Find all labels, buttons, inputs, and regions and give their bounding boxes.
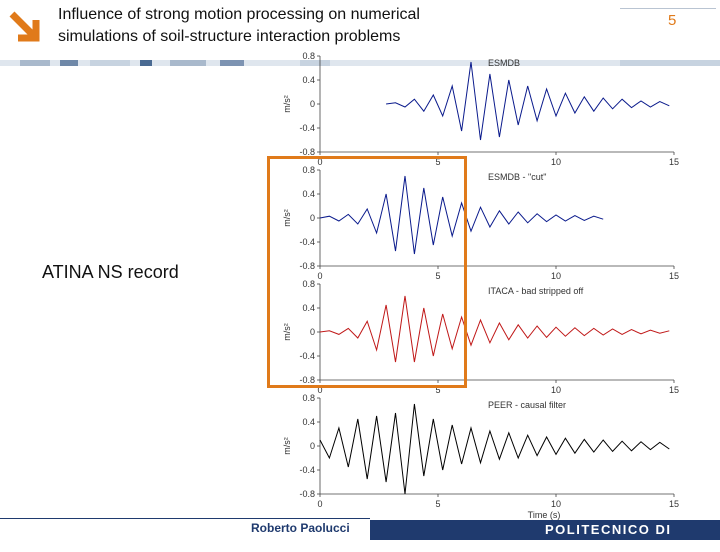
series-line-3 <box>319 403 670 495</box>
x-tick-label-3-2: 10 <box>551 499 561 509</box>
y-axis-label-1: m/s² <box>282 209 292 227</box>
y-tick-label-3-2: 0 <box>310 441 315 451</box>
y-tick-label-3-0: 0.8 <box>302 393 315 403</box>
x-tick-label-1-2: 10 <box>551 271 561 281</box>
panel-title-1: ESMDB - "cut" <box>488 172 546 182</box>
y-tick-label-0-3: -0.4 <box>299 123 315 133</box>
x-tick-label-2-3: 15 <box>669 385 679 395</box>
x-tick-label-2-1: 5 <box>435 385 440 395</box>
y-tick-label-2-3: -0.4 <box>299 351 315 361</box>
x-axis-label: Time (s) <box>528 510 561 520</box>
x-tick-label-3-1: 5 <box>435 499 440 509</box>
series-line-1 <box>319 175 604 255</box>
x-tick-label-1-0: 0 <box>317 271 322 281</box>
y-tick-label-2-0: 0.8 <box>302 279 315 289</box>
x-tick-label-1-1: 5 <box>435 271 440 281</box>
x-tick-label-0-1: 5 <box>435 157 440 167</box>
polimi-logo-icon <box>6 8 44 46</box>
x-tick-label-3-3: 15 <box>669 499 679 509</box>
y-tick-label-3-4: -0.8 <box>299 489 315 499</box>
panel-title-2: ITACA - bad stripped off <box>488 286 584 296</box>
y-axis-label-3: m/s² <box>282 437 292 455</box>
y-tick-label-1-4: -0.8 <box>299 261 315 271</box>
y-tick-label-2-4: -0.8 <box>299 375 315 385</box>
series-line-0 <box>386 61 670 141</box>
panel-title-3: PEER - causal filter <box>488 400 566 410</box>
decorative-strip <box>0 60 720 66</box>
x-tick-label-3-0: 0 <box>317 499 322 509</box>
y-tick-label-3-1: 0.4 <box>302 417 315 427</box>
y-axis-label-0: m/s² <box>282 95 292 113</box>
y-axis-label-2: m/s² <box>282 323 292 341</box>
x-tick-label-2-2: 10 <box>551 385 561 395</box>
footer-divider <box>0 518 370 519</box>
highlight-box <box>267 156 467 388</box>
acceleration-time-histories: 0.80.40-0.4-0.80 5 10 15m/s²ESMDB0.80.40-0.… <box>282 52 679 520</box>
page-number: 5 <box>668 12 677 29</box>
series-line-2 <box>319 295 670 363</box>
y-tick-label-2-2: 0 <box>310 327 315 337</box>
y-tick-label-3-3: -0.4 <box>299 465 315 475</box>
y-tick-label-1-3: -0.4 <box>299 237 315 247</box>
y-tick-label-0-4: -0.8 <box>299 147 315 157</box>
footer-bar <box>370 520 720 540</box>
y-tick-label-0-2: 0 <box>310 99 315 109</box>
institution-name: POLITECNICO DI MILANO <box>545 522 672 552</box>
slide-title: Influence of strong motion processing on… <box>58 6 420 45</box>
y-tick-label-1-1: 0.4 <box>302 189 315 199</box>
record-label: ATINA NS record <box>42 262 179 282</box>
panel-title-0: ESMDB <box>488 58 520 68</box>
header-divider <box>620 8 716 9</box>
y-tick-label-1-0: 0.8 <box>302 165 315 175</box>
x-tick-label-2-0: 0 <box>317 385 322 395</box>
y-tick-label-2-1: 0.4 <box>302 303 315 313</box>
y-tick-label-0-1: 0.4 <box>302 75 315 85</box>
y-tick-label-0-0: 0.8 <box>302 52 315 61</box>
author-name: Roberto Paolucci <box>251 521 350 535</box>
y-tick-label-1-2: 0 <box>310 213 315 223</box>
x-tick-label-0-0: 0 <box>317 157 322 167</box>
x-tick-label-0-3: 15 <box>669 157 679 167</box>
x-tick-label-0-2: 10 <box>551 157 561 167</box>
x-tick-label-1-3: 15 <box>669 271 679 281</box>
